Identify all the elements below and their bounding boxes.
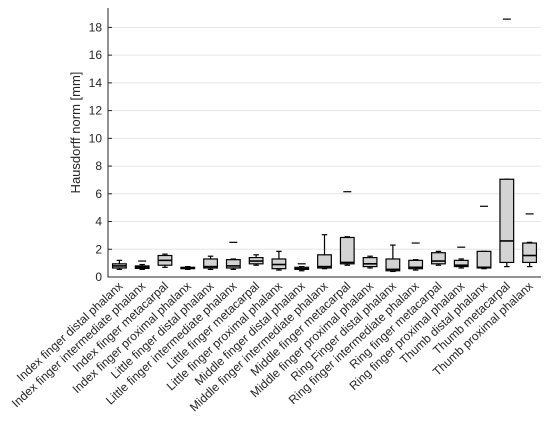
- y-tick-label: 14: [89, 76, 103, 90]
- box-5: [203, 255, 218, 270]
- y-tick-label: 18: [89, 20, 103, 34]
- iqr-box: [225, 259, 241, 269]
- iqr-box: [203, 258, 218, 269]
- box-2: [134, 260, 150, 270]
- iqr-box: [339, 236, 355, 265]
- box-6: [225, 241, 241, 270]
- y-tick-label: 2: [95, 242, 102, 256]
- y-tick-label: 16: [89, 48, 103, 62]
- iqr-box: [431, 252, 446, 265]
- box-18: [499, 18, 515, 268]
- box-9: [294, 263, 310, 272]
- box-16: [453, 246, 469, 269]
- box-4: [180, 266, 196, 270]
- y-tick-label: 6: [95, 187, 102, 201]
- grid-lines: [108, 26, 541, 278]
- y-tick-label: 4: [95, 215, 102, 229]
- iqr-box: [362, 256, 378, 268]
- iqr-box: [385, 258, 401, 272]
- box-7: [248, 254, 264, 266]
- y-tick-labels: 0 2 4 6 8 10 12 14 16 18: [89, 20, 112, 284]
- box-3: [157, 253, 173, 268]
- iqr-box: [499, 178, 515, 264]
- box-10: [317, 234, 332, 270]
- y-tick-label: 0: [95, 270, 102, 284]
- box-17: [476, 205, 492, 270]
- iqr-box: [476, 250, 492, 269]
- y-tick-label: 10: [89, 131, 103, 145]
- iqr-box: [453, 259, 469, 268]
- box-13: [385, 244, 401, 273]
- box-1: [111, 259, 127, 270]
- y-tick-label: 12: [89, 104, 103, 118]
- box-12: [362, 255, 378, 269]
- iqr-box: [408, 259, 424, 270]
- iqr-box: [522, 242, 538, 264]
- y-tick-label: 8: [95, 159, 102, 173]
- box-14: [408, 242, 424, 271]
- boxes: [111, 18, 538, 273]
- box-11: [339, 191, 355, 266]
- iqr-box: [317, 254, 332, 269]
- box-15: [431, 250, 446, 266]
- y-axis-label: Hausdorff norm [mm]: [68, 72, 83, 194]
- box-8: [271, 250, 287, 271]
- box-19: [522, 213, 538, 268]
